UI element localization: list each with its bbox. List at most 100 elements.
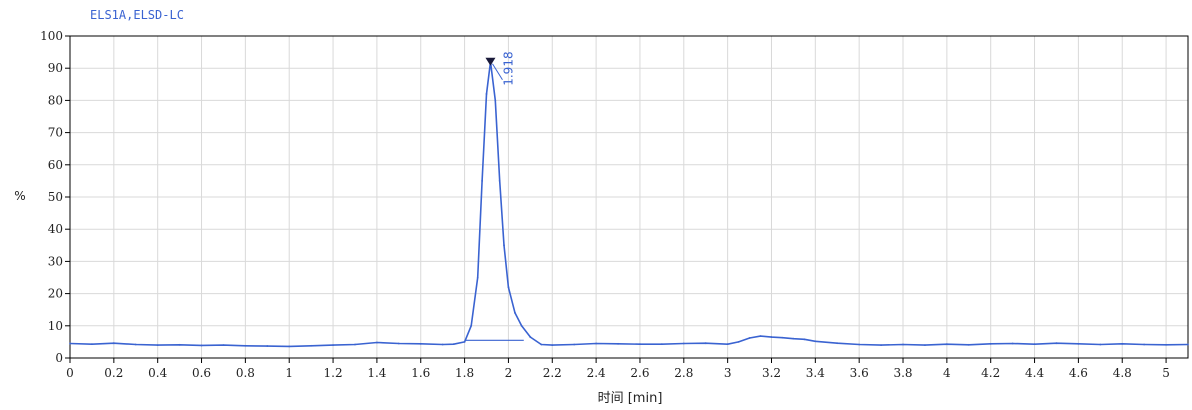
data-point [376,341,378,344]
data-point [529,336,532,338]
data-point [1033,343,1036,346]
data-point [803,338,806,341]
peak-marker [485,57,496,66]
peak-retention-label: 1.918 [501,51,515,85]
data-point [967,343,970,346]
x-tick-label: 0.4 [148,366,167,380]
data-point [902,343,904,346]
data-point [792,337,795,340]
data-point [726,343,729,346]
data-point [1165,343,1167,346]
data-point [989,342,992,345]
data-point [441,343,444,346]
data-point [514,312,516,314]
x-tick-label: 1.8 [455,366,474,380]
data-point [69,342,71,345]
data-point [463,341,466,343]
data-point [880,344,882,347]
data-point [112,342,115,345]
x-tick-label: 2.6 [630,366,649,380]
x-tick-label: 4.2 [981,366,1000,380]
data-point [452,343,455,346]
data-point [222,344,225,347]
grid [69,35,1188,359]
data-point [924,344,926,347]
y-tick-label: 60 [48,158,63,172]
data-point [737,341,740,343]
x-tick-label: 2.2 [543,366,562,380]
data-point [551,344,554,347]
data-point [858,343,861,346]
data-point [354,343,356,346]
series-line [69,61,1189,348]
data-point [682,342,685,345]
data-point [781,336,784,339]
x-tick-label: 4.6 [1069,366,1088,380]
data-point [1121,342,1124,345]
x-tick-label: 0.2 [104,366,123,380]
x-tick-label: 1 [285,366,293,380]
y-tick-label: 50 [48,190,63,204]
data-point [639,343,641,346]
x-tick-label: 1.6 [411,366,430,380]
x-tick-label: 2.4 [587,366,606,380]
data-point [476,276,479,279]
y-axis: 0 10 20 30 40 50 60 70 80 90 100 [40,29,70,365]
peak-annotations: 1.918 [464,51,524,341]
data-point [200,344,203,347]
y-tick-label: 20 [48,287,63,301]
data-point [573,343,576,346]
data-point [1077,342,1080,345]
data-point [1187,343,1189,346]
data-point [507,286,510,289]
data-point [494,99,497,102]
data-point [156,344,159,347]
x-tick-label: 4.4 [1025,366,1044,380]
data-point [540,343,543,346]
data-point [759,335,762,338]
data-point [288,345,291,348]
data-point [498,180,501,182]
y-tick-label: 40 [48,222,63,236]
data-point [481,180,484,182]
x-tick-label: 0.8 [236,366,255,380]
data-point [178,343,181,346]
data-point [244,344,247,347]
y-tick-label: 100 [40,29,63,43]
chart-title: ELS1A,ELSD-LC [90,8,184,22]
x-tick-label: 3 [724,366,732,380]
data-point [520,324,523,327]
data-point [419,342,422,345]
x-tick-label: 3.6 [850,366,869,380]
data-point [814,340,817,343]
x-tick-label: 4 [943,366,951,380]
data-point [266,345,269,347]
y-tick-label: 80 [48,93,63,107]
x-tick-label: 1.4 [367,366,386,380]
x-tick-label: 4.8 [1113,366,1132,380]
data-point [748,337,751,339]
data-point [503,244,505,247]
data-point [836,342,839,345]
y-tick-label: 90 [48,61,63,75]
y-tick-label: 70 [48,126,63,140]
data-point [945,343,948,346]
x-tick-label: 2 [505,366,513,380]
y-tick-label: 10 [48,319,63,333]
y-tick-label: 30 [48,254,63,268]
data-point [91,343,93,346]
x-tick-label: 0 [66,366,74,380]
data-point [595,342,598,345]
series-layer [69,60,1189,348]
x-tick-label: 5 [1162,366,1170,380]
x-tick-label: 3.4 [806,366,825,380]
peak-label-leader [492,63,503,81]
x-tick-label: 0.6 [192,366,211,380]
data-point [660,343,663,346]
x-axis-label: 时间 [min] [598,391,663,406]
data-point [1099,343,1102,346]
x-axis: 0 0.2 0.4 0.6 0.8 1 1.2 1.4 1.6 1.8 2 2.2 2.4 2.6 2.8 3… [66,358,1170,380]
data-point [1011,342,1014,345]
data-point [470,324,473,327]
